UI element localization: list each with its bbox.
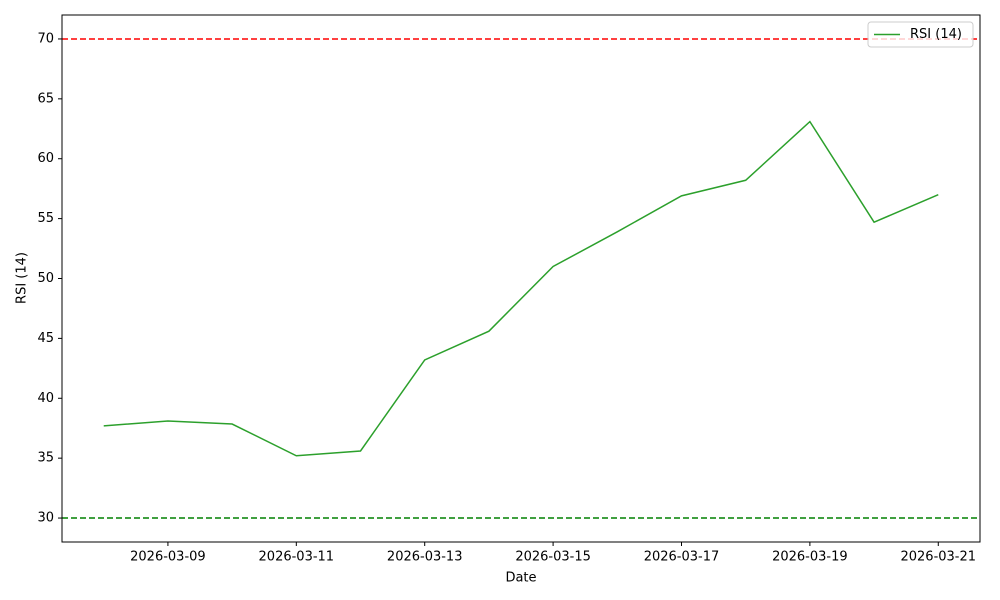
y-tick-label: 40 [37, 391, 54, 406]
y-tick-label: 35 [37, 451, 54, 466]
y-tick-label: 65 [37, 91, 54, 106]
y-tick-label: 45 [37, 331, 54, 346]
x-tick-label: 2026-03-21 [900, 550, 976, 565]
data-line [103, 120, 939, 457]
x-tick-label: 2026-03-17 [644, 550, 720, 565]
x-tick-label: 2026-03-09 [130, 550, 206, 565]
x-axis-label: Date [505, 571, 536, 586]
legend-label: RSI (14) [910, 27, 962, 42]
x-tick-label: 2026-03-19 [772, 550, 848, 565]
x-tick-label: 2026-03-15 [515, 550, 591, 565]
y-tick-label: 30 [37, 511, 54, 526]
legend-box [867, 21, 974, 48]
x-tick-label: 2026-03-13 [387, 550, 463, 565]
y-tick-label: 60 [37, 151, 54, 166]
y-tick-label: 50 [37, 271, 54, 286]
x-tick-label: 2026-03-11 [259, 550, 335, 565]
y-axis-label: RSI (14) [15, 252, 30, 304]
y-tick-label: 70 [37, 31, 54, 46]
plot-frame [61, 14, 981, 543]
y-tick-label: 55 [37, 211, 54, 226]
